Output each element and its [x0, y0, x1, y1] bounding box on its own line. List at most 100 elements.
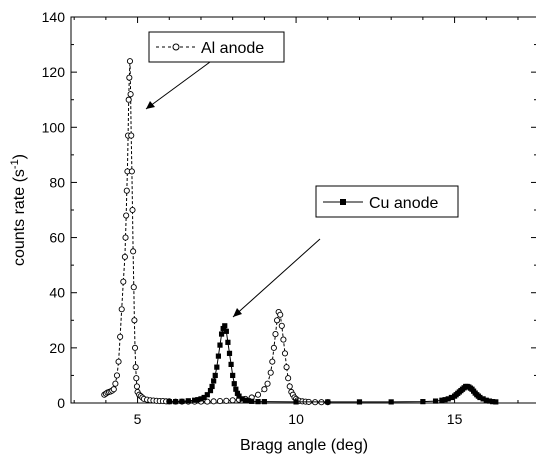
data-point — [477, 394, 483, 401]
arrow-al-head — [146, 101, 155, 109]
data-point — [269, 358, 276, 365]
y-axis-title-tail: ) — [11, 154, 28, 159]
y-axis-title-sup: -1 — [9, 159, 21, 169]
y-axis-title-main: counts rate (s — [11, 169, 28, 266]
data-point — [226, 350, 233, 356]
data-point — [216, 398, 224, 405]
data-point — [254, 391, 262, 398]
data-point — [293, 399, 299, 405]
data-point — [264, 380, 271, 387]
x-tick-label: 15 — [447, 411, 463, 427]
plot-frame — [70, 16, 536, 404]
data-point — [442, 397, 448, 403]
data-point — [236, 393, 242, 399]
data-point — [239, 396, 245, 402]
data-point — [179, 398, 185, 404]
series-line — [169, 324, 496, 403]
data-point — [228, 361, 234, 367]
data-point — [245, 398, 252, 404]
data-point — [173, 399, 179, 405]
data-point — [201, 394, 207, 401]
arrow-al — [145, 61, 211, 110]
data-point — [218, 331, 225, 337]
data-point — [272, 331, 279, 338]
data-point — [223, 328, 229, 334]
data-point — [220, 325, 226, 332]
data-point — [230, 372, 236, 379]
y-tick-label: 140 — [42, 9, 66, 25]
legend-al-marker — [172, 43, 180, 51]
y-tick-label: 0 — [57, 395, 65, 411]
data-point — [274, 317, 281, 324]
legend-al-label: Al anode — [201, 40, 264, 57]
data-point — [117, 333, 124, 340]
data-point — [231, 381, 237, 387]
data-point — [283, 364, 290, 371]
y-tick-label: 120 — [42, 64, 66, 80]
y-tick-label: 60 — [49, 230, 65, 246]
data-point — [133, 383, 140, 390]
arrow-cu — [232, 238, 321, 318]
data-point — [112, 380, 119, 387]
data-point — [420, 399, 426, 405]
data-point — [480, 396, 486, 402]
y-tick-label: 40 — [49, 285, 65, 301]
data-point — [325, 399, 331, 405]
legend-cu-label: Cu anode — [369, 195, 438, 212]
data-point — [215, 353, 222, 359]
data-point — [445, 396, 451, 402]
data-point — [277, 311, 284, 318]
data-point — [281, 350, 289, 357]
legend-al-anode: Al anode — [148, 31, 285, 63]
data-point — [127, 91, 134, 98]
x-axis-title: Bragg angle (deg) — [240, 437, 368, 454]
data-point — [214, 364, 220, 370]
data-point — [233, 386, 239, 392]
y-tick-label: 20 — [49, 340, 65, 356]
x-tick-label: 10 — [288, 411, 304, 427]
data-point — [131, 344, 139, 351]
data-point — [486, 398, 493, 404]
data-point — [490, 399, 496, 405]
data-point — [261, 399, 267, 405]
data-point — [133, 375, 140, 382]
legend-cu-anode: Cu anode — [315, 185, 459, 218]
data-point — [229, 397, 236, 404]
data-point — [210, 398, 217, 405]
data-point — [166, 399, 172, 405]
data-point — [122, 234, 129, 241]
data-point — [123, 212, 130, 219]
axis-ticks: 0 20 40 60 80 100 120 140 5 10 15 — [42, 9, 536, 427]
data-point — [128, 132, 135, 139]
x-tick-label: 5 — [134, 411, 142, 427]
data-point — [195, 397, 201, 403]
legend-al-box — [148, 31, 285, 63]
series-line — [104, 61, 328, 403]
data-point — [280, 336, 287, 343]
data-point — [212, 372, 218, 379]
series-layer — [101, 58, 499, 406]
data-point — [120, 278, 127, 285]
data-point — [439, 397, 445, 403]
y-axis-title: counts rate (s-1) — [9, 154, 28, 266]
data-point — [249, 398, 255, 404]
data-point — [204, 398, 211, 405]
data-point — [121, 253, 128, 260]
data-point — [234, 390, 241, 396]
data-point — [110, 386, 117, 393]
data-point — [356, 399, 363, 405]
data-point — [388, 399, 394, 405]
data-point — [261, 386, 268, 393]
data-point — [198, 396, 204, 402]
data-point — [204, 392, 210, 398]
data-point — [432, 398, 439, 404]
data-point — [131, 317, 138, 324]
data-point — [129, 206, 136, 214]
data-point — [207, 387, 214, 394]
data-point — [278, 322, 285, 329]
data-point — [217, 342, 223, 348]
data-point — [483, 397, 489, 403]
data-point — [118, 306, 125, 313]
data-point — [130, 248, 137, 255]
